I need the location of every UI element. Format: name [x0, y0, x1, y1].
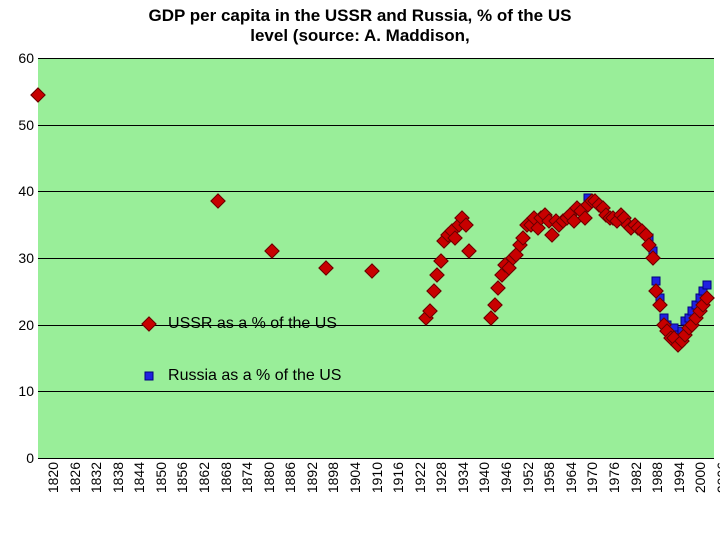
x-tick-label: 1892: [304, 462, 320, 493]
x-tick-label: 1904: [347, 462, 363, 493]
x-tick-label: 1862: [196, 462, 212, 493]
x-tick-label: 1922: [412, 462, 428, 493]
legend: USSR as a % of the US Russia as a % of th…: [136, 315, 341, 419]
x-tick-label: 2006: [714, 462, 720, 493]
x-tick-label: 1940: [476, 462, 492, 493]
chart-title: GDP per capita in the USSR and Russia, %…: [0, 6, 720, 47]
x-tick-label: 1850: [153, 462, 169, 493]
x-tick-label: 1976: [606, 462, 622, 493]
x-tick-label: 1880: [261, 462, 277, 493]
chart-title-line2: level (source: A. Maddison,: [0, 26, 720, 46]
x-tick-label: 1832: [88, 462, 104, 493]
x-tick-label: 1958: [541, 462, 557, 493]
x-tick-label: 1910: [369, 462, 385, 493]
plot-area: USSR as a % of the US Russia as a % of th…: [38, 58, 714, 458]
legend-swatch: [136, 369, 162, 383]
x-tick-label: 1916: [390, 462, 406, 493]
legend-label: Russia as a % of the US: [168, 367, 341, 385]
y-tick-label: 40: [4, 183, 34, 199]
x-tick-label: 1934: [455, 462, 471, 493]
x-tick-label: 1946: [498, 462, 514, 493]
x-tick-label: 1994: [671, 462, 687, 493]
x-tick-label: 1970: [584, 462, 600, 493]
x-tick-label: 1856: [174, 462, 190, 493]
legend-swatch: [136, 317, 162, 331]
x-tick-label: 1874: [239, 462, 255, 493]
x-tick-label: 1820: [45, 462, 61, 493]
x-tick-label: 1844: [131, 462, 147, 493]
x-tick-label: 1838: [110, 462, 126, 493]
legend-item: Russia as a % of the US: [136, 367, 341, 385]
y-tick-label: 10: [4, 383, 34, 399]
russia-point: [702, 280, 711, 289]
y-tick-label: 30: [4, 250, 34, 266]
x-tick-label: 1982: [628, 462, 644, 493]
x-tick-label: 1898: [325, 462, 341, 493]
chart-title-line1: GDP per capita in the USSR and Russia, %…: [0, 6, 720, 26]
gridline: [38, 458, 714, 459]
x-tick-label: 1886: [282, 462, 298, 493]
gridline: [38, 58, 714, 59]
gridline: [38, 258, 714, 259]
x-tick-label: 1928: [433, 462, 449, 493]
x-tick-label: 1964: [563, 462, 579, 493]
x-tick-label: 1988: [649, 462, 665, 493]
y-tick-label: 0: [4, 450, 34, 466]
legend-item: USSR as a % of the US: [136, 315, 341, 333]
legend-label: USSR as a % of the US: [168, 315, 337, 333]
y-tick-label: 60: [4, 50, 34, 66]
y-tick-label: 50: [4, 117, 34, 133]
gridline: [38, 191, 714, 192]
y-tick-label: 20: [4, 317, 34, 333]
gridline: [38, 125, 714, 126]
x-tick-label: 2000: [692, 462, 708, 493]
x-tick-label: 1952: [520, 462, 536, 493]
x-tick-label: 1868: [218, 462, 234, 493]
x-tick-label: 1826: [67, 462, 83, 493]
